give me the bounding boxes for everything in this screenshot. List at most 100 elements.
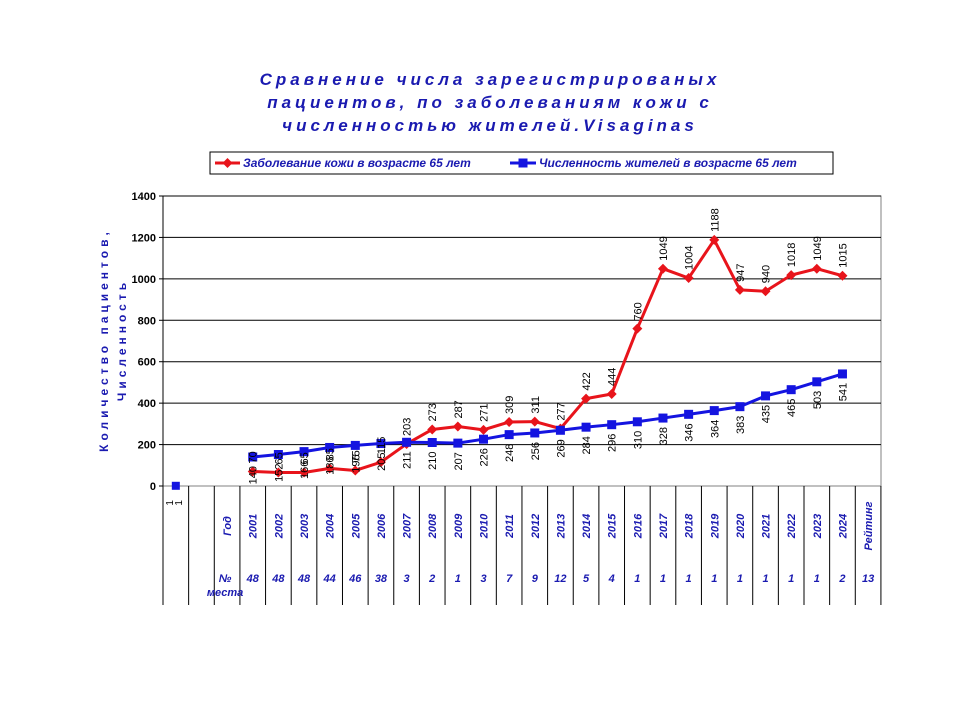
place-value: 2 — [838, 573, 845, 585]
place-value: 48 — [297, 573, 311, 585]
series-1-point — [479, 434, 488, 444]
year-label: 2020 — [735, 513, 747, 539]
place-value: 1 — [660, 573, 666, 585]
series-0-label: 85 — [325, 448, 337, 460]
series-1-point — [632, 417, 642, 427]
series-1-label: 465 — [786, 399, 798, 417]
place-value: 12 — [554, 573, 566, 585]
series-0-point — [657, 263, 668, 274]
y-tick-label: 200 — [138, 440, 156, 452]
series-1-label: 310 — [632, 431, 644, 449]
title-line-1: Сравнение числа зарегистрированых — [260, 70, 721, 89]
series-0-label: 287 — [453, 400, 465, 418]
legend-label-0: Заболевание кожи в возрасте 65 лет — [243, 156, 471, 170]
y-tick-label: 0 — [150, 481, 156, 493]
year-label: 2013 — [555, 514, 567, 539]
series-1-point — [299, 447, 309, 457]
series-1-label: 364 — [709, 420, 721, 438]
series-0-point — [709, 234, 720, 245]
series-0-label: 273 — [427, 403, 439, 421]
series-0-point — [811, 263, 822, 274]
series-1-point — [325, 442, 335, 452]
series-1-point — [837, 369, 847, 379]
year-header: Год — [222, 516, 234, 536]
year-label: 2023 — [812, 514, 824, 539]
chart-title: Сравнение числа зарегистрированых пациен… — [260, 70, 721, 135]
rating-value: 13 — [862, 573, 874, 585]
y-tick-label: 1400 — [132, 191, 156, 203]
series-1-point — [786, 385, 796, 395]
year-label: 2016 — [632, 513, 644, 539]
place-value: 1 — [737, 573, 743, 585]
series-0-point — [375, 457, 386, 468]
series-0-label: 422 — [581, 372, 593, 390]
year-label: 2012 — [530, 514, 542, 539]
series-1-label: 196 — [350, 454, 362, 472]
extra-point-label: 1 — [165, 500, 176, 506]
y-axis-title: Количество пациентов, Численность — [97, 228, 129, 452]
title-line-2: пациентов, по заболеваниям кожи с — [267, 93, 713, 112]
series-0-label: 311 — [530, 396, 542, 414]
series-0-label: 444 — [607, 368, 619, 386]
place-value: 1 — [711, 573, 717, 585]
series-1-point — [453, 438, 463, 448]
series-0-point — [299, 467, 310, 478]
place-value: 44 — [323, 573, 336, 585]
series-0-label: 760 — [632, 302, 644, 320]
series-0-point — [247, 466, 258, 477]
extra-point-marker — [171, 481, 180, 490]
year-label: 2008 — [427, 513, 439, 539]
series-1-label: 207 — [453, 452, 465, 470]
series-1-point — [607, 420, 617, 430]
series-1-label: 503 — [812, 391, 824, 409]
series-0-point — [427, 424, 438, 435]
place-value: 1 — [814, 573, 820, 585]
series-1-label: 269 — [555, 439, 567, 457]
series-1-point — [273, 450, 283, 460]
series-0-label: 70 — [248, 451, 260, 463]
y-axis-title-line-1: Количество пациентов, — [97, 228, 111, 452]
year-label: 2005 — [350, 513, 362, 539]
series-0-label: 65 — [299, 452, 311, 464]
series-0-point — [606, 389, 617, 400]
place-value: 3 — [480, 573, 486, 585]
place-value: 9 — [532, 573, 539, 585]
place-value: 46 — [348, 573, 362, 585]
plot-background — [162, 195, 882, 487]
series-1-point — [555, 425, 565, 435]
series-1-label: 210 — [427, 452, 439, 470]
series-0-label: 1018 — [786, 243, 798, 267]
place-header: места — [207, 587, 243, 599]
legend-marker-1 — [518, 158, 528, 168]
year-label: 2001 — [248, 514, 260, 539]
place-value: 1 — [634, 573, 640, 585]
place-value: 3 — [404, 573, 410, 585]
series-0-label: 115 — [376, 437, 388, 455]
series-0-point — [452, 421, 463, 432]
series-1-label: 383 — [735, 416, 747, 434]
year-label: 2018 — [684, 513, 696, 539]
series-0-point — [581, 393, 592, 404]
series-1-label: 186 — [325, 456, 337, 474]
year-label: 2011 — [504, 514, 516, 539]
year-label: 2024 — [837, 514, 849, 539]
place-value: 48 — [271, 573, 285, 585]
series-1-label: 226 — [479, 448, 491, 466]
series-0-point — [734, 284, 745, 295]
series-0-point — [683, 273, 694, 284]
series-1-point — [350, 440, 360, 450]
place-value: 4 — [608, 573, 615, 585]
series-0-label: 1049 — [812, 236, 824, 260]
year-label: 2017 — [658, 513, 670, 539]
rating-header: Рейтинг — [863, 501, 875, 550]
series-0-point — [273, 467, 284, 478]
series-0-label: 1015 — [837, 243, 849, 267]
series-1-label: 166 — [299, 461, 311, 479]
series-1-label: 328 — [658, 427, 670, 445]
y-axis: 0 200 400 600 800 1000 1200 1400 — [132, 191, 164, 605]
series-1-point — [427, 438, 437, 447]
series-1-point — [761, 391, 771, 401]
series-1-point — [658, 413, 668, 423]
series-1-point — [504, 430, 514, 440]
place-value: 1 — [686, 573, 692, 585]
